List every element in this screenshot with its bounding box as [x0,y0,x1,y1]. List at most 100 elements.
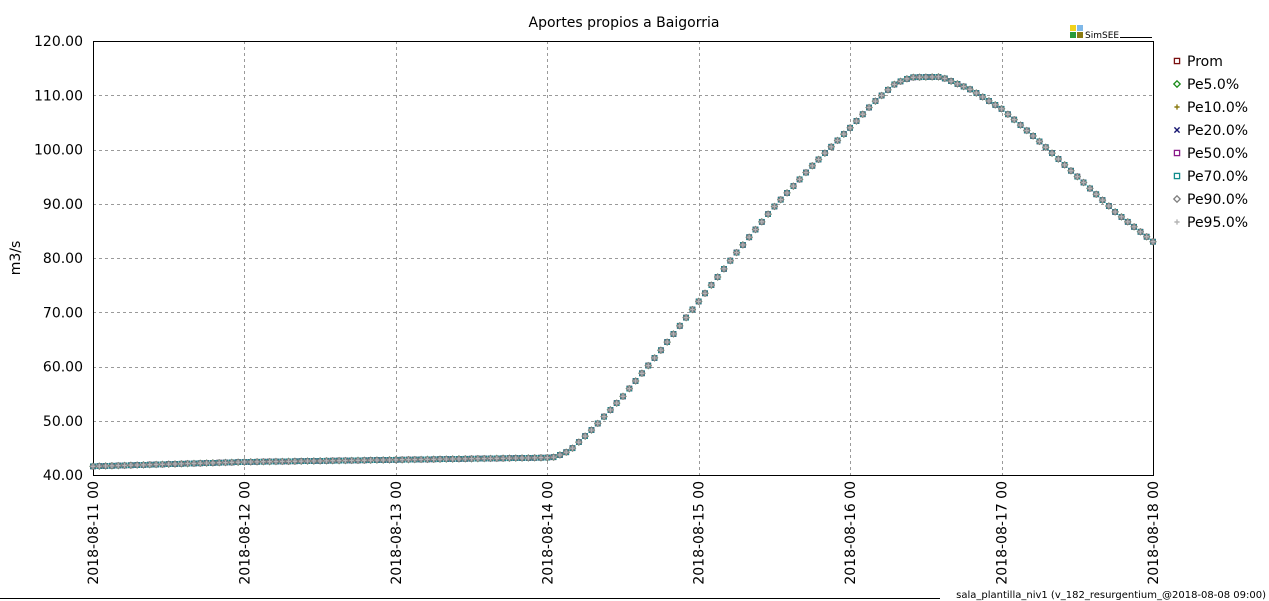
data-point [172,461,178,467]
legend: Prom Pe5.0% Pe10.0% Pe20.0% Pe50.0% Pe70.0% Pe… [1172,54,1248,231]
data-point [398,456,406,464]
data-point [431,457,436,462]
data-point [948,78,954,84]
y-axis: 40.00 50.00 60.00 70.00 80.00 90.00 100.00 110.… [34,34,83,484]
data-point [1087,186,1093,191]
data-point [652,355,657,361]
data-point [1081,180,1086,185]
data-point [1049,150,1055,156]
data-point [147,462,152,467]
data-point [879,93,884,98]
data-point [317,458,323,464]
data-point [986,98,992,104]
data-point [164,460,173,468]
data-point [904,76,910,82]
data-point [456,456,462,462]
legend-item: Pe95.0% [1174,215,1248,231]
data-point [437,456,443,462]
data-point [612,399,621,407]
data-point [917,74,922,80]
data-point [273,459,279,464]
data-point [1029,132,1037,140]
data-point [688,305,697,314]
data-point [505,454,514,462]
legend-item: Pe50.0% [1173,146,1248,162]
data-point [538,455,544,460]
data-point [581,432,589,440]
data-point [179,461,184,466]
data-point [481,456,487,461]
data-point [362,458,367,463]
data-point [216,460,222,465]
legend-marker [1172,194,1182,204]
series-Prom [90,74,1156,470]
data-point [873,98,878,104]
data-point [791,183,796,189]
data-point [1062,162,1067,168]
data-point [556,451,564,459]
data-point [524,454,533,462]
data-point [633,378,638,384]
data-point [865,103,873,112]
data-point [732,248,741,257]
data-point [229,460,235,465]
data-point [366,456,375,464]
data-point [620,394,626,399]
y-tick-label: 50.00 [43,414,83,430]
data-point [966,85,974,94]
data-point [770,202,779,211]
legend-marker [1173,172,1181,180]
data-point [177,460,186,468]
data-point [972,89,981,97]
data-point [784,190,790,196]
data-point [783,189,791,197]
data-point [1010,115,1018,124]
y-tick-label: 40.00 [43,468,83,484]
data-point [272,457,280,466]
x-tick-label: 2018-08-13 00 [389,481,405,585]
data-point [936,74,941,80]
data-point [190,459,198,468]
data-point [210,460,216,466]
data-point [777,195,785,204]
data-point [493,454,501,463]
data-point [934,73,943,81]
data-point [532,455,537,461]
data-point [1018,122,1023,128]
legend-item: Pe10.0% [1174,100,1248,116]
series-Pe70.0% [90,74,1156,470]
data-point [978,93,987,101]
data-point [854,118,859,124]
data-point [941,74,949,83]
data-point [316,457,324,465]
data-point [911,75,916,80]
data-point [486,454,495,463]
data-point [923,74,929,80]
data-point [97,463,102,469]
data-point [646,363,651,368]
data-point [89,462,97,471]
data-point [103,463,108,469]
data-point [759,219,765,225]
data-point [821,149,829,157]
data-point [715,274,720,280]
data-point [209,459,217,467]
series-Pe10.0% [90,74,1156,469]
legend-marker [1174,219,1180,225]
data-point [985,97,993,105]
chart-title: Aportes propios a Baigorria [529,15,720,31]
data-point [1106,203,1112,209]
data-point [253,458,261,466]
data-point [1150,239,1156,244]
data-point [929,74,935,80]
data-point [368,457,373,463]
y-tick-label: 120.00 [34,34,83,50]
y-tick-label: 90.00 [43,197,83,213]
legend-marker [1173,149,1181,157]
data-point [379,456,387,464]
data-point [702,291,708,296]
data-point [109,463,115,468]
data-point [568,444,577,452]
data-point [310,457,318,465]
data-point [455,455,463,463]
